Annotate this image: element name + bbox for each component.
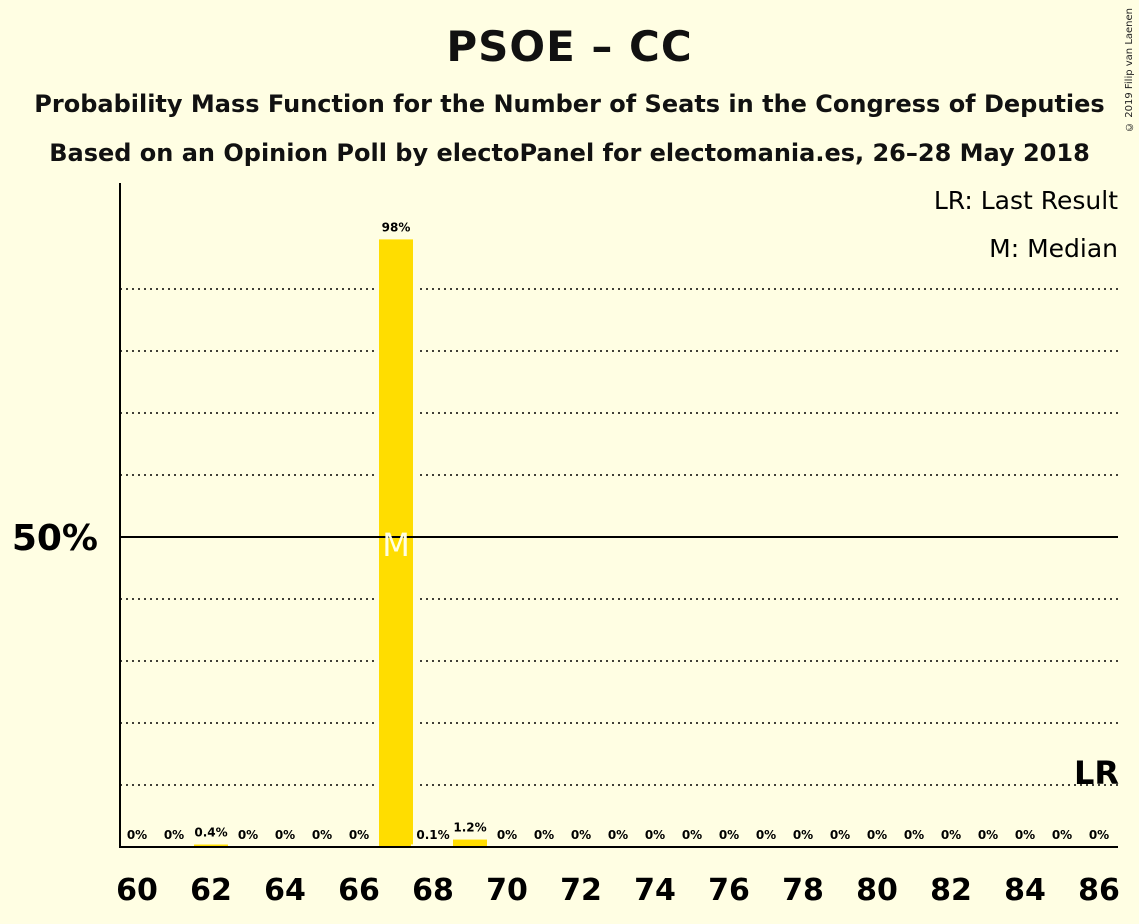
data-label-82: 0% — [941, 828, 961, 842]
data-label-68: 0.1% — [416, 828, 449, 842]
gridlines — [120, 288, 1118, 786]
data-label-80: 0% — [867, 828, 887, 842]
axes — [119, 183, 1118, 848]
x-tick-label-68: 68 — [412, 873, 454, 908]
chart-title: PSOE – CC — [446, 22, 693, 71]
data-label-85: 0% — [1052, 828, 1072, 842]
data-label-86: 0% — [1089, 828, 1109, 842]
x-tick-label-72: 72 — [560, 873, 602, 908]
x-tick-label-76: 76 — [708, 873, 750, 908]
data-label-66: 0% — [349, 828, 369, 842]
x-tick-label-84: 84 — [1004, 873, 1046, 908]
data-label-65: 0% — [312, 828, 332, 842]
chart-subtitle-1: Probability Mass Function for the Number… — [34, 90, 1105, 118]
last-result-marker: LR — [1074, 754, 1119, 792]
y-tick-label-50: 50% — [12, 518, 98, 559]
data-label-81: 0% — [904, 828, 924, 842]
x-tick-label-66: 66 — [338, 873, 380, 908]
legend-median: M: Median — [989, 234, 1118, 263]
data-label-77: 0% — [756, 828, 776, 842]
chart-subtitle-2: Based on an Opinion Poll by electoPanel … — [49, 139, 1090, 167]
bar-gap-68 — [411, 844, 455, 847]
data-label-74: 0% — [645, 828, 665, 842]
data-label-78: 0% — [793, 828, 813, 842]
x-tick-label-86: 86 — [1078, 873, 1120, 908]
legend-last-result: LR: Last Result — [934, 186, 1118, 215]
x-tick-label-74: 74 — [634, 873, 676, 908]
data-label-75: 0% — [682, 828, 702, 842]
data-label-72: 0% — [571, 828, 591, 842]
x-tick-label-70: 70 — [486, 873, 528, 908]
bars — [189, 237, 492, 847]
x-tick-label-80: 80 — [856, 873, 898, 908]
data-label-69: 1.2% — [453, 821, 486, 835]
data-label-64: 0% — [275, 828, 295, 842]
data-label-71: 0% — [534, 828, 554, 842]
data-label-73: 0% — [608, 828, 628, 842]
x-tick-label-82: 82 — [930, 873, 972, 908]
data-label-84: 0% — [1015, 828, 1035, 842]
labels: 50% 60 62 64 66 68 70 72 74 76 78 80 82 84 86 0% 0% 0.4% 0… — [12, 186, 1120, 908]
bar-62 — [194, 844, 228, 847]
median-marker: M — [382, 526, 410, 564]
data-label-83: 0% — [978, 828, 998, 842]
data-label-61: 0% — [164, 828, 184, 842]
data-label-63: 0% — [238, 828, 258, 842]
data-label-76: 0% — [719, 828, 739, 842]
bar-69 — [453, 839, 487, 847]
x-tick-label-60: 60 — [116, 873, 158, 908]
data-label-62: 0.4% — [194, 826, 227, 840]
data-label-79: 0% — [830, 828, 850, 842]
x-tick-label-62: 62 — [190, 873, 232, 908]
data-label-67: 98% — [382, 220, 411, 234]
data-label-70: 0% — [497, 828, 517, 842]
data-label-60: 0% — [127, 828, 147, 842]
x-tick-label-78: 78 — [782, 873, 824, 908]
bar-67 — [379, 239, 413, 847]
x-tick-label-64: 64 — [264, 873, 306, 908]
